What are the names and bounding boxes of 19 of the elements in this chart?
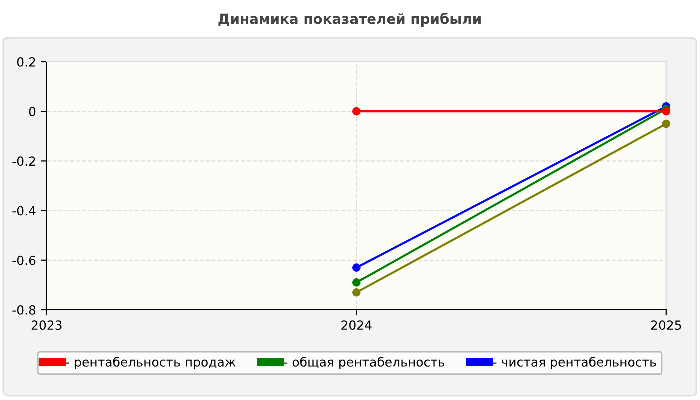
- y-tick-label: -0.2: [12, 156, 36, 166]
- legend-label: - рентабельность продаж: [66, 357, 236, 370]
- point: [352, 288, 361, 297]
- point: [352, 107, 361, 116]
- point: [352, 278, 361, 287]
- x-tick-label: 2024: [342, 320, 372, 330]
- point: [662, 107, 671, 116]
- y-tick-label: 0: [29, 107, 36, 117]
- point: [662, 120, 671, 128]
- point: [352, 264, 361, 272]
- legend-label: - общая рентабельность: [284, 357, 445, 370]
- y-tick-label: -0.8: [12, 305, 36, 315]
- legend-label: - чистая рентабельность: [493, 357, 656, 370]
- y-tick-label: -0.6: [12, 256, 36, 266]
- y-tick-label: -0.4: [12, 206, 36, 216]
- chart-title: Динамика показателей прибыли: [218, 13, 481, 27]
- x-tick-label: 2023: [32, 320, 62, 330]
- y-tick-label: 0.2: [17, 57, 36, 67]
- x-tick-label: 2025: [651, 320, 682, 330]
